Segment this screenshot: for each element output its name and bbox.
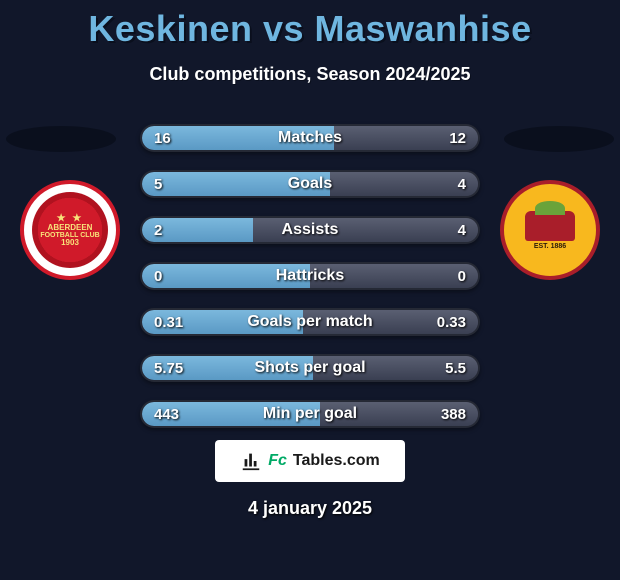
- stat-value-left: 5.75: [154, 356, 183, 380]
- stat-value-right: 388: [441, 402, 466, 426]
- stat-value-right: 0: [458, 264, 466, 288]
- chart-icon: [240, 450, 262, 472]
- stat-value-left: 5: [154, 172, 162, 196]
- club-badge-right: EST. 1886: [500, 180, 600, 280]
- shadow-right: [504, 126, 614, 152]
- footer-date: 4 january 2025: [0, 498, 620, 519]
- fctables-link[interactable]: FcTables.com: [215, 440, 405, 482]
- stat-row: Min per goal443 388: [140, 400, 480, 428]
- stats-bars: Matches1612Goals54Assists24Hattricks00Go…: [140, 124, 480, 446]
- stat-row: Goals per match0.31 0.33: [140, 308, 480, 336]
- stat-value-left: 443: [154, 402, 179, 426]
- stat-label: Goals: [142, 172, 478, 196]
- stat-label: Hattricks: [142, 264, 478, 288]
- stat-label: Shots per goal: [142, 356, 478, 380]
- stat-value-right: 4: [458, 172, 466, 196]
- stat-row: Shots per goal5.75 5.5: [140, 354, 480, 382]
- footer-brand-text: Tables.com: [293, 452, 380, 470]
- aberdeen-crest-icon: ★ ★ ABERDEEN FOOTBALL CLUB 1903: [32, 192, 108, 268]
- stat-value-right: 4: [458, 218, 466, 242]
- stat-label: Matches: [142, 126, 478, 150]
- stat-row: Assists2 4: [140, 216, 480, 244]
- stat-label: Min per goal: [142, 402, 478, 426]
- stat-value-right: 0.33: [437, 310, 466, 334]
- stat-row: Matches16 12: [140, 124, 480, 152]
- page-title: Keskinen vs Maswanhise: [0, 0, 620, 50]
- stat-value-right: 12: [449, 126, 466, 150]
- stat-value-right: 5.5: [445, 356, 466, 380]
- stat-value-left: 16: [154, 126, 171, 150]
- shadow-left: [6, 126, 116, 152]
- stat-label: Assists: [142, 218, 478, 242]
- stat-row: Hattricks0 0: [140, 262, 480, 290]
- stat-row: Goals5 4: [140, 170, 480, 198]
- stat-value-left: 0.31: [154, 310, 183, 334]
- stat-value-left: 2: [154, 218, 162, 242]
- stat-value-left: 0: [154, 264, 162, 288]
- club-badge-left: ★ ★ ABERDEEN FOOTBALL CLUB 1903: [20, 180, 120, 280]
- stat-label: Goals per match: [142, 310, 478, 334]
- motherwell-crest-icon: EST. 1886: [514, 194, 586, 266]
- season-subtitle: Club competitions, Season 2024/2025: [0, 64, 620, 85]
